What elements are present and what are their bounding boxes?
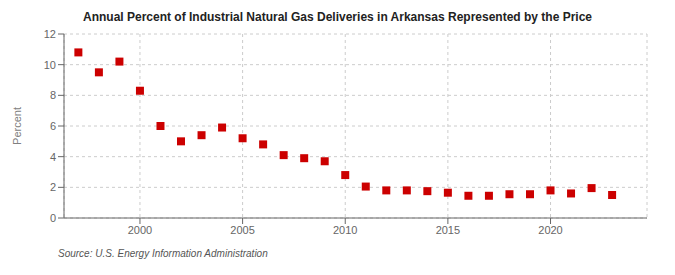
svg-text:4: 4 bbox=[50, 151, 56, 163]
svg-text:8: 8 bbox=[50, 89, 56, 101]
svg-text:2015: 2015 bbox=[436, 224, 460, 236]
svg-text:2020: 2020 bbox=[538, 224, 562, 236]
svg-text:2005: 2005 bbox=[230, 224, 254, 236]
svg-text:2010: 2010 bbox=[333, 224, 357, 236]
svg-text:10: 10 bbox=[44, 59, 56, 71]
html-text:Source: U.S. Energy Informatio: Source: U.S. Energy Information Administ… bbox=[58, 248, 268, 259]
svg-text:Percent: Percent bbox=[11, 107, 23, 145]
svg-text:0: 0 bbox=[50, 212, 56, 224]
svg-text:6: 6 bbox=[50, 120, 56, 132]
svg-text:12: 12 bbox=[44, 28, 56, 40]
html-text:Annual Percent of Industrial N: Annual Percent of Industrial Natural Gas… bbox=[83, 10, 592, 24]
svg-text:2: 2 bbox=[50, 181, 56, 193]
svg-text:2000: 2000 bbox=[128, 224, 152, 236]
